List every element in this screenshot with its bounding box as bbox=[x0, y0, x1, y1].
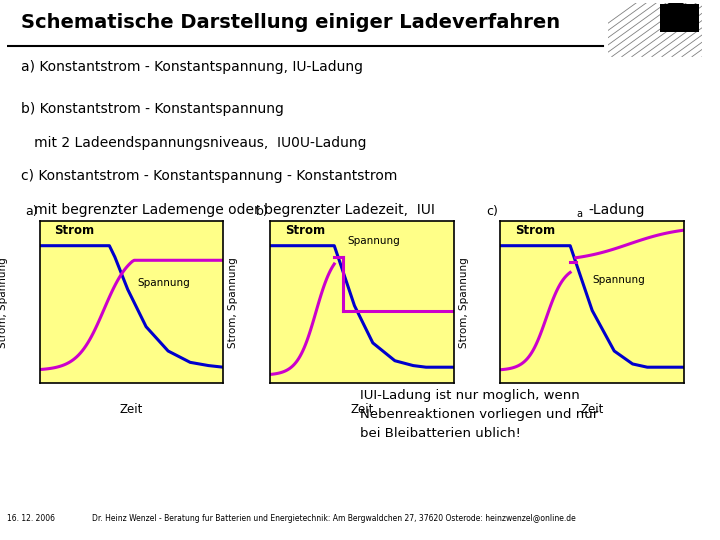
Text: b): b) bbox=[256, 205, 269, 218]
Text: -Ladung: -Ladung bbox=[589, 202, 645, 217]
Text: Spannung: Spannung bbox=[347, 236, 400, 246]
Text: IUI-Ladung ist nur moglich, wenn
Nebenreaktionen vorliegen und nur
bei Bleibatte: IUI-Ladung ist nur moglich, wenn Nebenre… bbox=[360, 389, 598, 440]
Text: Zeit: Zeit bbox=[120, 403, 143, 416]
Text: Spannung: Spannung bbox=[137, 278, 189, 288]
Circle shape bbox=[665, 2, 687, 15]
Text: Strom: Strom bbox=[54, 224, 94, 238]
Text: Schematische Darstellung einiger Ladeverfahren: Schematische Darstellung einiger Ladever… bbox=[22, 13, 560, 32]
Text: mit 2 Ladeendspannungsniveaus,  IU0U-Ladung: mit 2 Ladeendspannungsniveaus, IU0U-Ladu… bbox=[22, 136, 366, 150]
Text: Zeit: Zeit bbox=[580, 403, 604, 416]
Text: mit begrenzter Lademenge oder begrenzter Ladezeit,  IUI: mit begrenzter Lademenge oder begrenzter… bbox=[22, 202, 435, 217]
Text: Dr. Heinz Wenzel - Beratung fur Batterien und Energietechnik: Am Bergwaldchen 27: Dr. Heinz Wenzel - Beratung fur Batterie… bbox=[92, 514, 575, 523]
Text: Strom, Spannung: Strom, Spannung bbox=[0, 257, 8, 348]
Text: Strom, Spannung: Strom, Spannung bbox=[459, 257, 469, 348]
Text: a): a) bbox=[25, 205, 38, 218]
Bar bbox=[660, 4, 699, 32]
Text: Strom: Strom bbox=[284, 224, 325, 238]
Text: 16. 12. 2006: 16. 12. 2006 bbox=[7, 514, 55, 523]
Text: Spannung: Spannung bbox=[593, 275, 645, 285]
Text: Strom, Spannung: Strom, Spannung bbox=[228, 257, 238, 348]
Text: a: a bbox=[576, 210, 582, 219]
Text: c) Konstantstrom - Konstantspannung - Konstantstrom: c) Konstantstrom - Konstantspannung - Ko… bbox=[22, 169, 397, 183]
Text: a) Konstantstrom - Konstantspannung, IU-Ladung: a) Konstantstrom - Konstantspannung, IU-… bbox=[22, 60, 364, 75]
Text: Zeit: Zeit bbox=[350, 403, 374, 416]
Text: b) Konstantstrom - Konstantspannung: b) Konstantstrom - Konstantspannung bbox=[22, 102, 284, 116]
Text: c): c) bbox=[486, 205, 498, 218]
Text: Strom: Strom bbox=[515, 224, 555, 238]
